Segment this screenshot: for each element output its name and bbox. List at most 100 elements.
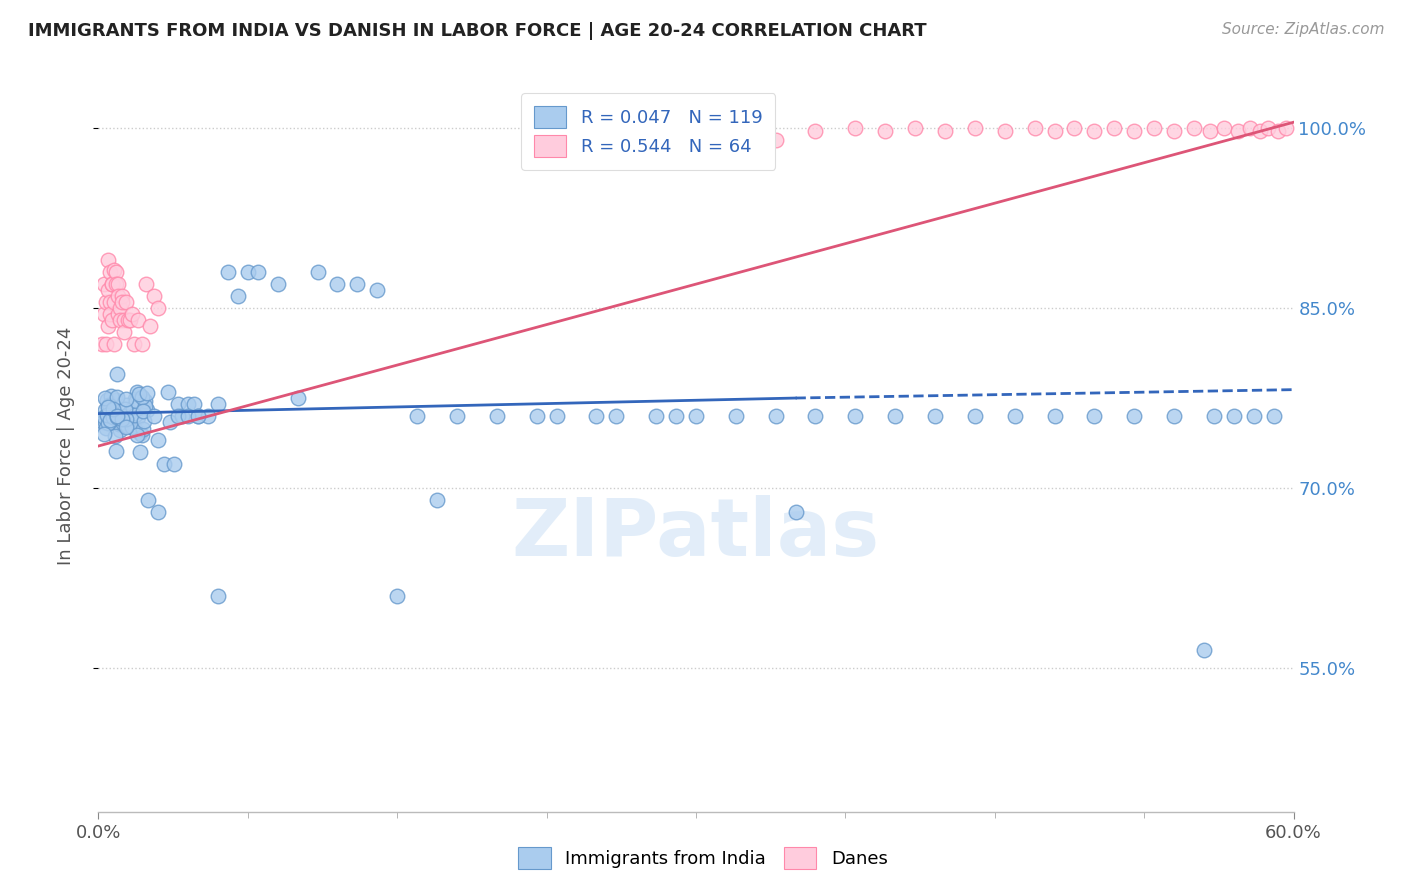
Point bbox=[187, 409, 209, 423]
Point bbox=[197, 409, 219, 423]
Point bbox=[132, 404, 155, 418]
Point bbox=[111, 412, 134, 426]
Point bbox=[107, 277, 129, 292]
Point bbox=[111, 289, 134, 303]
Point bbox=[120, 413, 142, 427]
Point bbox=[143, 409, 166, 423]
Point bbox=[124, 408, 146, 422]
Point bbox=[105, 390, 128, 404]
Point bbox=[131, 337, 153, 351]
Point bbox=[94, 402, 117, 417]
Point bbox=[96, 421, 118, 435]
Point bbox=[101, 277, 124, 292]
Point bbox=[121, 419, 143, 434]
Point bbox=[131, 390, 153, 404]
Point bbox=[1043, 123, 1066, 137]
Point bbox=[127, 409, 149, 424]
Point bbox=[135, 386, 157, 401]
Y-axis label: In Labor Force | Age 20-24: In Labor Force | Age 20-24 bbox=[56, 326, 75, 566]
Point bbox=[122, 421, 145, 435]
Text: ZIPatlas: ZIPatlas bbox=[512, 495, 880, 573]
Point bbox=[236, 265, 259, 279]
Point bbox=[875, 123, 897, 137]
Point bbox=[101, 401, 124, 416]
Point bbox=[346, 277, 368, 292]
Point bbox=[94, 391, 117, 405]
Point bbox=[104, 392, 127, 407]
Point bbox=[1024, 121, 1046, 136]
Point bbox=[934, 123, 956, 137]
Point bbox=[163, 457, 186, 471]
Point bbox=[485, 409, 508, 423]
Point bbox=[98, 307, 122, 321]
Point bbox=[136, 492, 159, 507]
Point bbox=[1182, 121, 1205, 136]
Point bbox=[765, 133, 787, 147]
Point bbox=[93, 415, 115, 429]
Point bbox=[134, 400, 156, 414]
Point bbox=[1104, 121, 1126, 136]
Point bbox=[101, 313, 124, 327]
Point bbox=[110, 313, 132, 327]
Point bbox=[1263, 409, 1285, 423]
Point bbox=[97, 319, 120, 334]
Point bbox=[128, 387, 150, 401]
Point bbox=[844, 121, 866, 136]
Point bbox=[115, 412, 138, 426]
Point bbox=[131, 428, 153, 442]
Point bbox=[207, 589, 229, 603]
Point bbox=[128, 445, 150, 459]
Point bbox=[1123, 123, 1146, 137]
Point bbox=[884, 409, 907, 423]
Point bbox=[207, 397, 229, 411]
Point bbox=[105, 410, 128, 425]
Point bbox=[93, 409, 115, 424]
Point bbox=[1083, 409, 1105, 423]
Point bbox=[183, 397, 205, 411]
Point bbox=[366, 283, 388, 297]
Point bbox=[105, 265, 128, 279]
Point bbox=[105, 277, 128, 292]
Point bbox=[107, 307, 129, 321]
Point bbox=[1199, 123, 1222, 137]
Point bbox=[1043, 409, 1066, 423]
Point bbox=[963, 121, 986, 136]
Point bbox=[217, 265, 239, 279]
Point bbox=[129, 425, 152, 440]
Point bbox=[287, 391, 309, 405]
Legend: Immigrants from India, Danes: Immigrants from India, Danes bbox=[509, 838, 897, 879]
Point bbox=[1212, 121, 1234, 136]
Point bbox=[1083, 123, 1105, 137]
Point bbox=[1004, 409, 1026, 423]
Point bbox=[103, 337, 125, 351]
Point bbox=[115, 420, 138, 434]
Point bbox=[117, 419, 139, 434]
Point bbox=[924, 409, 946, 423]
Point bbox=[96, 408, 118, 422]
Point bbox=[97, 398, 120, 412]
Point bbox=[107, 289, 129, 303]
Legend: R = 0.047   N = 119, R = 0.544   N = 64: R = 0.047 N = 119, R = 0.544 N = 64 bbox=[522, 93, 775, 169]
Point bbox=[167, 409, 190, 423]
Point bbox=[100, 389, 122, 403]
Point bbox=[1163, 123, 1185, 137]
Point bbox=[804, 409, 827, 423]
Point bbox=[139, 319, 162, 334]
Point bbox=[1274, 121, 1296, 136]
Point bbox=[1257, 121, 1279, 136]
Point bbox=[665, 409, 688, 423]
Point bbox=[110, 301, 132, 315]
Point bbox=[121, 307, 143, 321]
Point bbox=[645, 409, 668, 423]
Point bbox=[101, 277, 124, 292]
Point bbox=[93, 277, 115, 292]
Point bbox=[526, 409, 548, 423]
Point bbox=[96, 337, 118, 351]
Point bbox=[121, 401, 143, 415]
Point bbox=[963, 409, 986, 423]
Point bbox=[97, 416, 120, 430]
Point bbox=[148, 433, 170, 447]
Point bbox=[135, 403, 157, 417]
Point bbox=[1223, 409, 1246, 423]
Point bbox=[724, 409, 747, 423]
